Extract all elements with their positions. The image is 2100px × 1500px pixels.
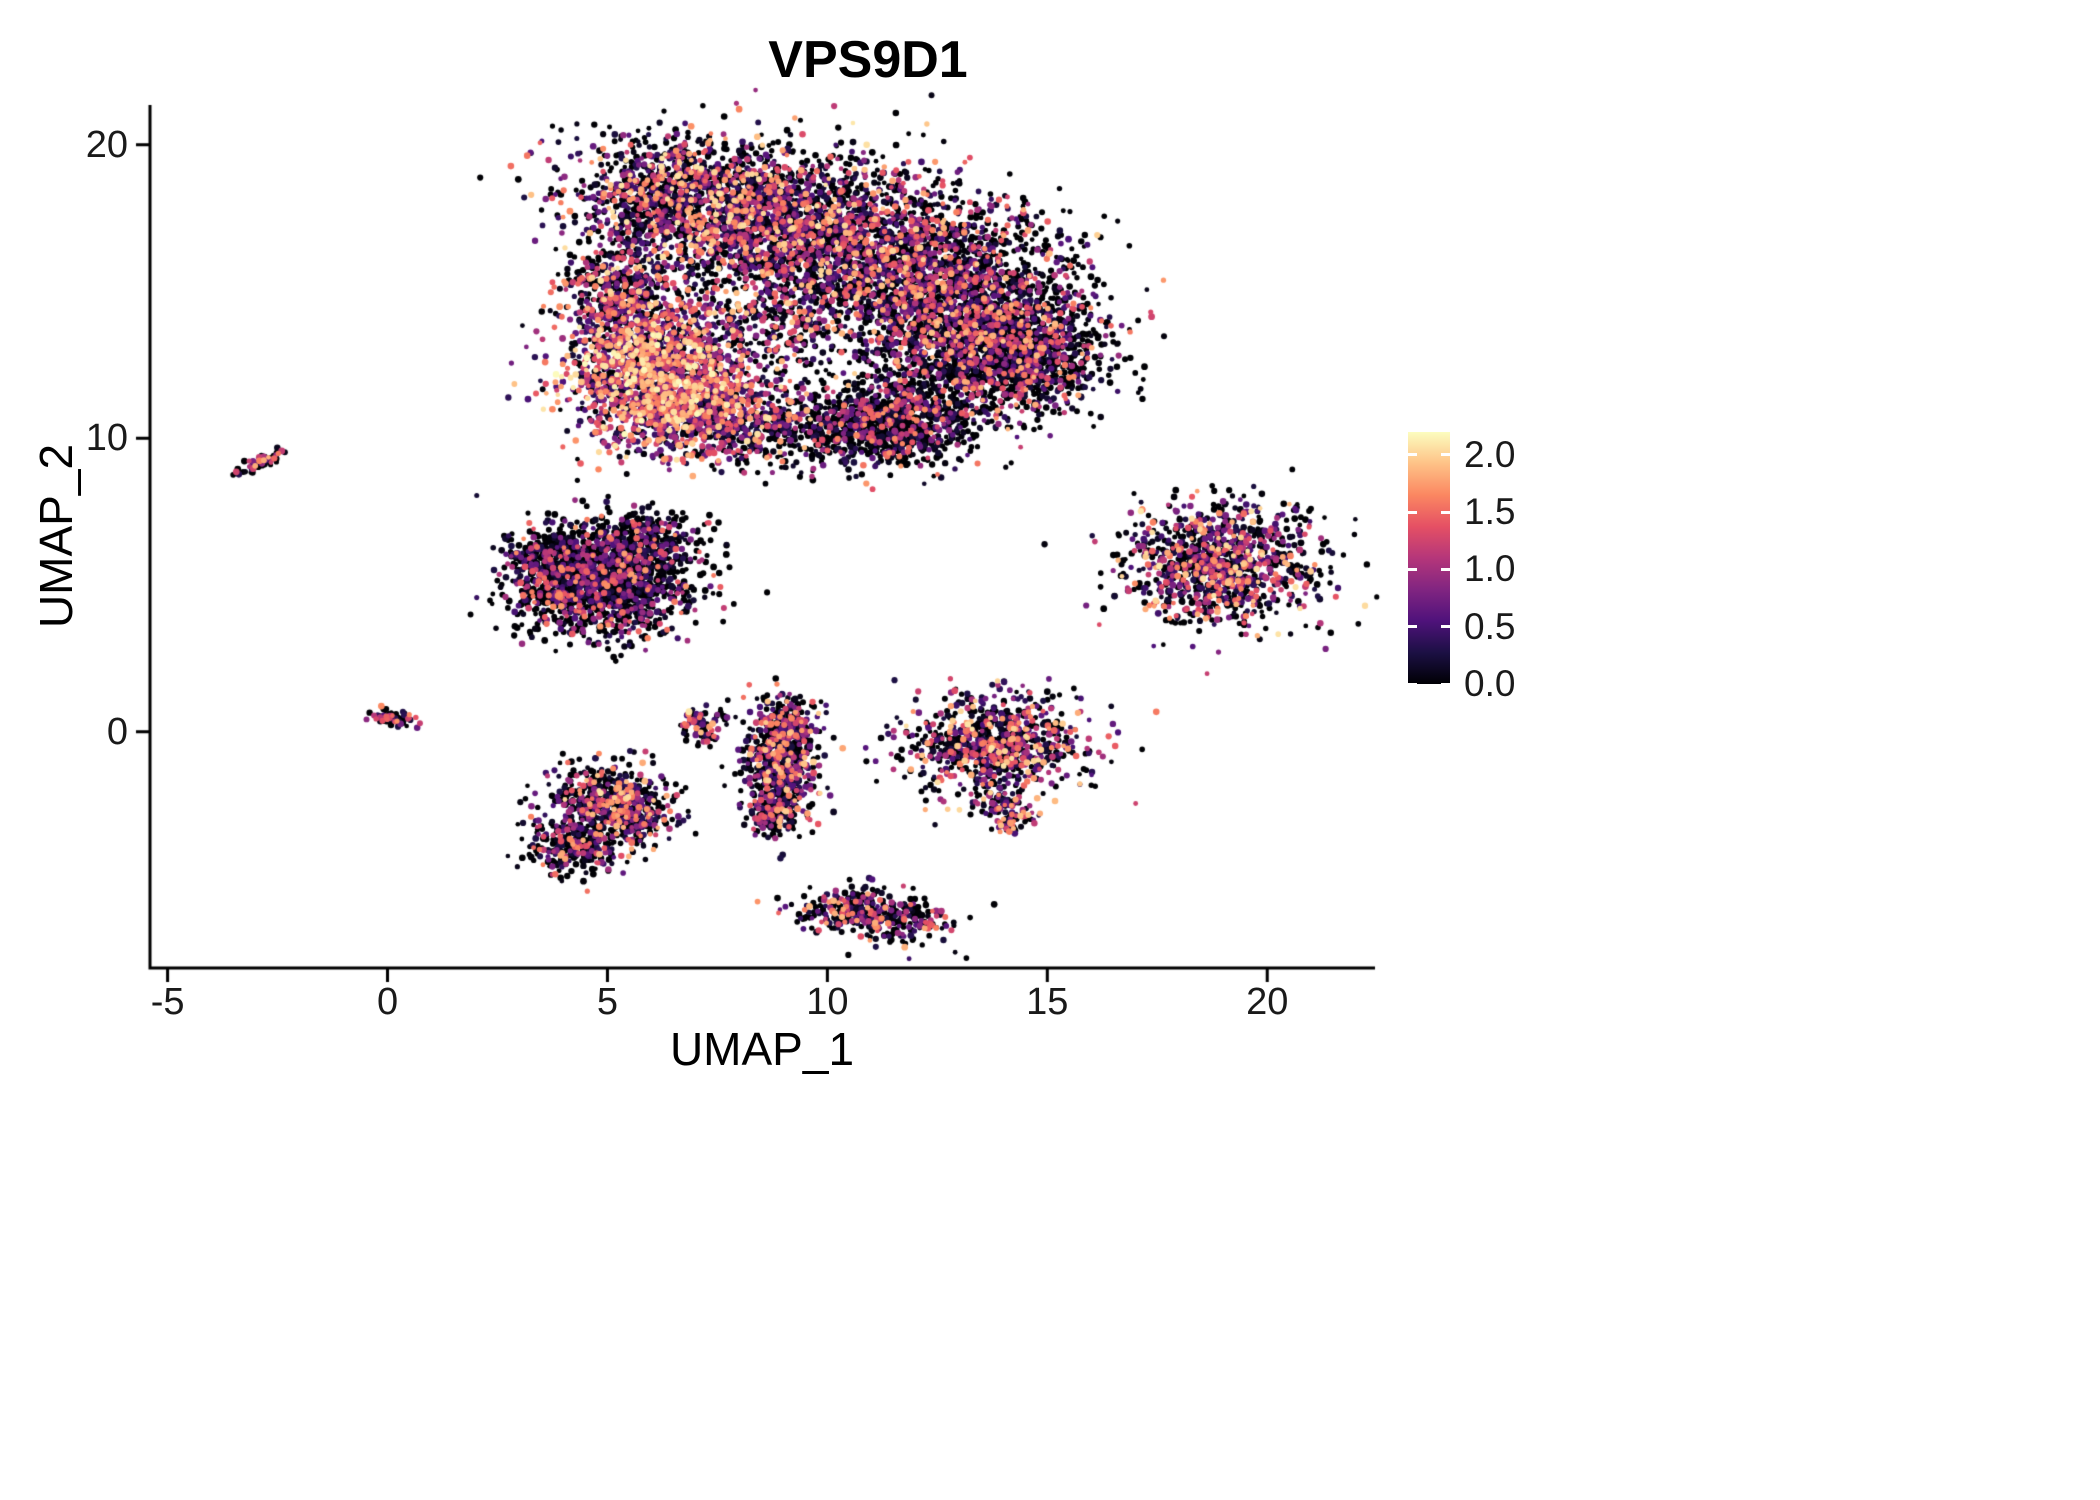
y-tick-label: 10: [85, 417, 128, 460]
legend-tick-mark: [1441, 510, 1450, 514]
x-tick-label: 20: [1246, 981, 1289, 1023]
y-tick-label: 20: [85, 123, 128, 166]
legend-tick-label: 2.0: [1464, 433, 1516, 475]
legend-tick-label: 1.5: [1464, 491, 1516, 533]
legend-tick-mark: [1408, 567, 1417, 571]
legend-tick-label: 1.0: [1464, 548, 1516, 590]
legend-tick-mark: [1408, 453, 1417, 457]
legend-tick-label: 0.5: [1464, 605, 1516, 647]
colorbar-gradient: [1408, 432, 1450, 684]
legend-tick-mark: [1408, 682, 1417, 686]
x-tick-label: 15: [1026, 981, 1069, 1023]
legend-tick-mark: [1441, 567, 1450, 571]
legend-tick-mark: [1441, 682, 1450, 686]
legend-tick-mark: [1441, 453, 1450, 457]
x-tick-label: 5: [596, 981, 619, 1023]
legend-tick-mark: [1441, 625, 1450, 629]
legend-tick-label: 0.0: [1464, 663, 1516, 704]
x-tick-label: 0: [376, 981, 399, 1023]
legend-tick-mark: [1408, 510, 1417, 514]
x-tick-label: -5: [150, 981, 185, 1023]
x-tick-label: 10: [806, 981, 849, 1023]
y-tick-label: 0: [106, 710, 128, 753]
x-axis-title: UMAP_1: [669, 1023, 855, 1075]
y-axis-title: UMAP_2: [30, 443, 82, 629]
legend-tick-mark: [1408, 625, 1417, 629]
plot-title: VPS9D1: [768, 31, 968, 89]
